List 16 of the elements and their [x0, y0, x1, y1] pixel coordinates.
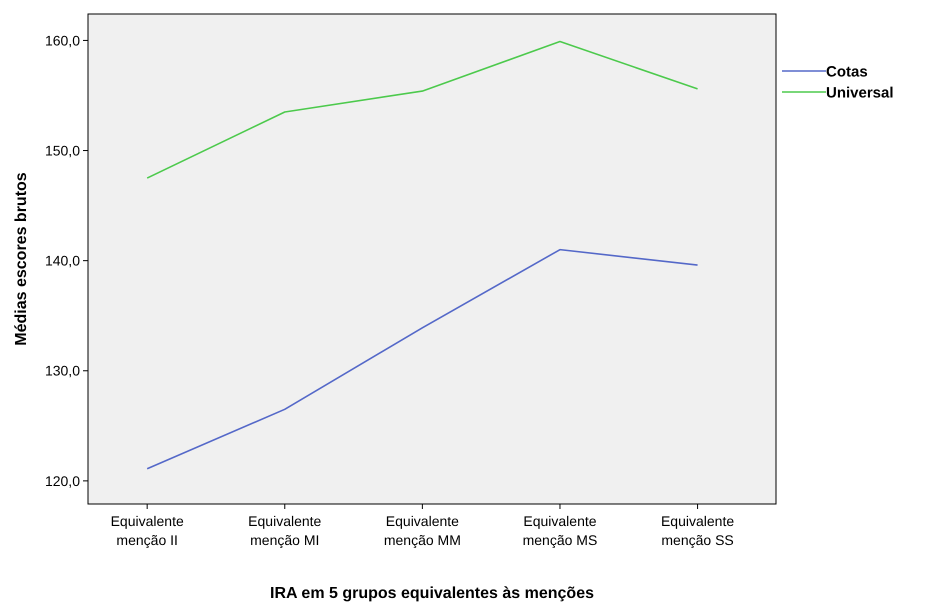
line-series	[146, 248, 698, 470]
y-axis-title: Médias escores brutos	[13, 172, 30, 346]
y-tick-label: 120,0	[44, 472, 80, 489]
y-tick-label: 150,0	[44, 142, 80, 158]
legend-label: Universal	[826, 84, 894, 102]
x-axis-title: IRA em 5 grupos equivalentes às menções	[270, 585, 594, 602]
x-tick-label: Equivalente menção MS	[522, 513, 598, 548]
x-tick-label: Equivalente menção II	[110, 513, 184, 548]
x-tick-label: Equivalente menção MI	[248, 513, 322, 548]
legend-label: Cotas	[826, 63, 868, 80]
line-series	[146, 40, 698, 179]
y-tick-label: 160,0	[44, 32, 80, 48]
x-tick-label: Equivalente menção SS	[660, 513, 734, 548]
x-tick-label: Equivalente menção MM	[384, 513, 461, 548]
y-tick-label: 130,0	[44, 362, 80, 379]
y-tick-label: 140,0	[44, 252, 80, 269]
